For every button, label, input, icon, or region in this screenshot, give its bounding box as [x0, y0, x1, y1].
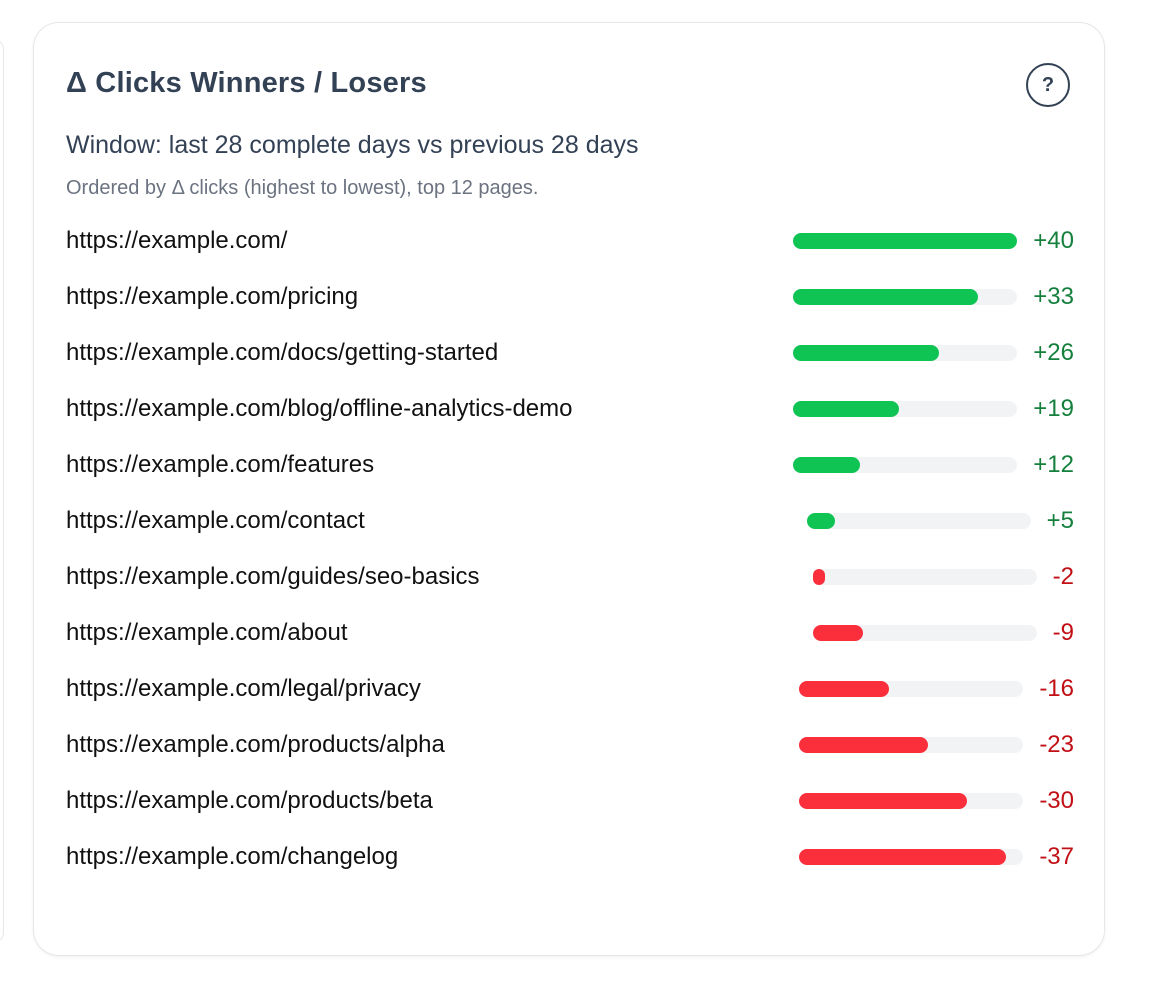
positive-delta-bar [806, 513, 835, 529]
delta-value: +33 [1033, 283, 1074, 310]
list-item: https://example.com/contact +5 [66, 493, 1074, 549]
delta-value: +40 [1033, 227, 1074, 254]
adjacent-card-edge [0, 38, 4, 944]
page-url-link[interactable]: https://example.com/docs/getting-started [66, 339, 499, 366]
delta-value: -23 [1039, 731, 1074, 758]
page-url-link[interactable]: https://example.com/contact [66, 507, 365, 534]
page-url-link[interactable]: https://example.com/legal/privacy [66, 675, 421, 702]
delta-bar-track [793, 289, 1018, 305]
list-item: https://example.com/products/beta -30 [66, 773, 1074, 829]
clicks-winners-losers-card: Δ Clicks Winners / Losers ? Window: last… [33, 22, 1105, 956]
help-button[interactable]: ? [1026, 63, 1070, 107]
positive-delta-bar [793, 345, 940, 361]
delta-bar-track [793, 401, 1018, 417]
help-icon: ? [1041, 73, 1055, 96]
window-description: Window: last 28 complete days vs previou… [66, 131, 639, 159]
delta-bar-track [793, 233, 1018, 249]
positive-delta-bar [793, 401, 900, 417]
delta-value: +26 [1033, 339, 1074, 366]
delta-bar-track [799, 793, 1024, 809]
delta-bar-track [793, 457, 1018, 473]
card-title: Δ Clicks Winners / Losers [66, 67, 427, 99]
delta-bar-track [793, 345, 1018, 361]
negative-delta-bar [799, 793, 968, 809]
delta-value: -2 [1052, 563, 1074, 590]
list-item: https://example.com/docs/getting-started… [66, 325, 1074, 381]
page-url-link[interactable]: https://example.com/products/alpha [66, 731, 445, 758]
delta-value: -37 [1039, 843, 1074, 870]
positive-delta-bar [793, 457, 861, 473]
delta-bar-track [799, 849, 1024, 865]
list-item: https://example.com/blog/offline-analyti… [66, 381, 1074, 437]
list-item: https://example.com/products/alpha -23 [66, 717, 1074, 773]
page-url-link[interactable]: https://example.com/products/beta [66, 787, 433, 814]
page-url-link[interactable]: https://example.com/blog/offline-analyti… [66, 395, 573, 422]
positive-delta-bar [793, 289, 979, 305]
page-url-link[interactable]: https://example.com/about [66, 619, 348, 646]
negative-delta-bar [812, 625, 863, 641]
list-item: https://example.com/pricing +33 [66, 269, 1074, 325]
positive-delta-bar [793, 233, 1018, 249]
delta-value: +19 [1033, 395, 1074, 422]
delta-bar-track [812, 625, 1037, 641]
delta-value: -30 [1039, 787, 1074, 814]
list-item: https://example.com/legal/privacy -16 [66, 661, 1074, 717]
delta-value: -9 [1052, 619, 1074, 646]
negative-delta-bar [799, 681, 890, 697]
negative-delta-bar [799, 849, 1007, 865]
delta-value: -16 [1039, 675, 1074, 702]
ordering-note: Ordered by Δ clicks (highest to lowest),… [66, 177, 539, 199]
negative-delta-bar [812, 569, 825, 585]
delta-value: +12 [1033, 451, 1074, 478]
delta-bar-track [799, 737, 1024, 753]
page-url-link[interactable]: https://example.com/pricing [66, 283, 359, 310]
negative-delta-bar [799, 737, 929, 753]
delta-bar-track [799, 681, 1024, 697]
page-delta-list: https://example.com/+40 https://example.c… [66, 213, 1074, 885]
list-item: https://example.com/features +12 [66, 437, 1074, 493]
list-item: https://example.com/ +40 [66, 213, 1074, 269]
page-url-link[interactable]: https://example.com/ [66, 227, 288, 254]
page-url-link[interactable]: https://example.com/guides/seo-basics [66, 563, 480, 590]
list-item: https://example.com/guides/seo-basics -2 [66, 549, 1074, 605]
list-item: https://example.com/changelog -37 [66, 829, 1074, 885]
list-item: https://example.com/about -9 [66, 605, 1074, 661]
delta-bar-track [812, 569, 1037, 585]
page-url-link[interactable]: https://example.com/changelog [66, 843, 399, 870]
page-url-link[interactable]: https://example.com/features [66, 451, 375, 478]
delta-value: +5 [1046, 507, 1074, 534]
delta-bar-track [806, 513, 1031, 529]
